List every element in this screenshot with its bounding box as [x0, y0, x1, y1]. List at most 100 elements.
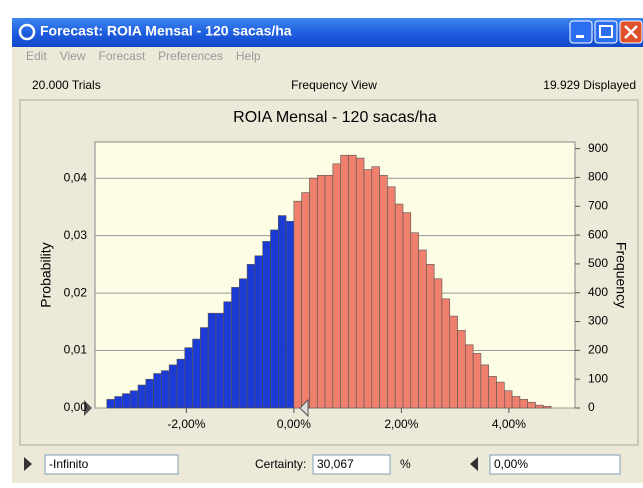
bar	[410, 232, 419, 409]
bar	[301, 192, 310, 409]
lower-input[interactable]	[44, 454, 179, 475]
x-tick-label: 0,00%	[277, 417, 311, 431]
bar	[239, 278, 248, 409]
bar	[504, 390, 513, 409]
bar	[394, 203, 404, 409]
lower-grabber[interactable]	[84, 400, 92, 416]
maximize-button[interactable]	[594, 20, 618, 44]
x-tick-label: 4,00%	[492, 417, 526, 431]
x-tick-label: 2,00%	[384, 417, 418, 431]
y-tick-label: 0,04	[64, 170, 88, 184]
bar	[129, 390, 139, 409]
bar	[122, 393, 131, 409]
certainty-value: 30,067	[317, 457, 354, 471]
bar	[192, 338, 201, 409]
bar	[457, 330, 466, 409]
bar	[161, 370, 170, 409]
y2-tick-label: 400	[588, 285, 608, 299]
bar	[332, 163, 341, 409]
bar	[340, 154, 349, 409]
bar	[168, 364, 178, 409]
y2-tick-label: 0	[588, 400, 595, 414]
x-tick-label: -2,00%	[167, 417, 205, 431]
bar	[316, 175, 326, 409]
maximize-icon	[599, 25, 613, 38]
bar	[231, 287, 240, 409]
histogram	[95, 154, 575, 409]
bar	[184, 347, 193, 409]
bar	[145, 378, 154, 409]
y2-tick-label: 800	[588, 170, 608, 184]
bar	[496, 381, 505, 409]
bar	[527, 401, 536, 409]
upper-arrow[interactable]	[470, 457, 478, 471]
bar	[542, 405, 552, 409]
bar	[441, 298, 451, 409]
y-tick-label: 0,03	[64, 228, 88, 242]
bar	[293, 200, 302, 409]
bar	[535, 404, 544, 409]
lower-value: -Infinito	[49, 457, 89, 471]
bar	[402, 212, 412, 409]
bar	[433, 278, 443, 409]
bar	[449, 315, 458, 409]
view-name: Frequency View	[291, 78, 377, 92]
app-icon	[18, 23, 36, 41]
bar	[348, 154, 357, 409]
bar	[426, 264, 435, 409]
menu-item[interactable]: Preferences	[158, 49, 223, 63]
displayed: 19.929 Displayed	[543, 78, 636, 92]
y2-tick-label: 100	[588, 371, 608, 385]
bar	[309, 177, 318, 409]
bar	[254, 255, 264, 409]
bar	[285, 220, 295, 409]
bar	[215, 312, 225, 409]
upper-input[interactable]	[489, 454, 621, 475]
y-tick-label: 0,00	[64, 400, 88, 414]
certainty-input[interactable]	[312, 454, 391, 475]
bar	[153, 373, 162, 409]
y2-tick-label: 200	[588, 343, 608, 357]
bar	[465, 344, 474, 409]
bar	[379, 175, 388, 409]
bar	[387, 186, 396, 409]
minimize-button[interactable]	[569, 20, 593, 44]
menu-item[interactable]: Edit	[26, 49, 47, 63]
y2-tick-label: 700	[588, 198, 608, 212]
bar	[488, 376, 497, 409]
y-tick-label: 0,01	[64, 343, 88, 357]
close-icon	[624, 25, 638, 39]
y-axis-label: Probability	[38, 242, 54, 307]
upper-grabber[interactable]	[299, 398, 309, 418]
bar	[418, 249, 427, 409]
bar	[472, 353, 482, 409]
y2-axis-label: Frequency	[613, 242, 629, 308]
menu-item[interactable]: Help	[236, 49, 261, 63]
upper-value: 0,00%	[494, 457, 528, 471]
bar	[223, 301, 232, 409]
bar	[480, 364, 490, 409]
bar	[519, 399, 528, 409]
y2-tick-label: 600	[588, 227, 608, 241]
menu-item[interactable]: View	[60, 49, 86, 63]
bar	[200, 327, 209, 409]
menu-item[interactable]: Forecast	[98, 49, 145, 63]
y2-tick-label: 300	[588, 314, 608, 328]
y2-tick-label: 900	[588, 141, 608, 155]
y-tick-label: 0,02	[64, 285, 88, 299]
bar	[355, 157, 365, 409]
y2-tick-label: 500	[588, 256, 608, 270]
bar	[270, 229, 279, 409]
bar	[246, 264, 256, 409]
title-bar	[12, 18, 643, 47]
bar	[277, 215, 287, 409]
certainty-label: Certainty:	[255, 457, 306, 471]
trials: 20.000 Trials	[32, 78, 101, 92]
menu-bar: Edit View Forecast Preferences Help	[26, 49, 261, 63]
bar	[137, 384, 147, 409]
bar	[363, 169, 373, 409]
bar	[106, 399, 115, 409]
chart-title: ROIA Mensal - 120 sacas/ha	[233, 109, 437, 126]
lower-arrow[interactable]	[24, 457, 32, 471]
